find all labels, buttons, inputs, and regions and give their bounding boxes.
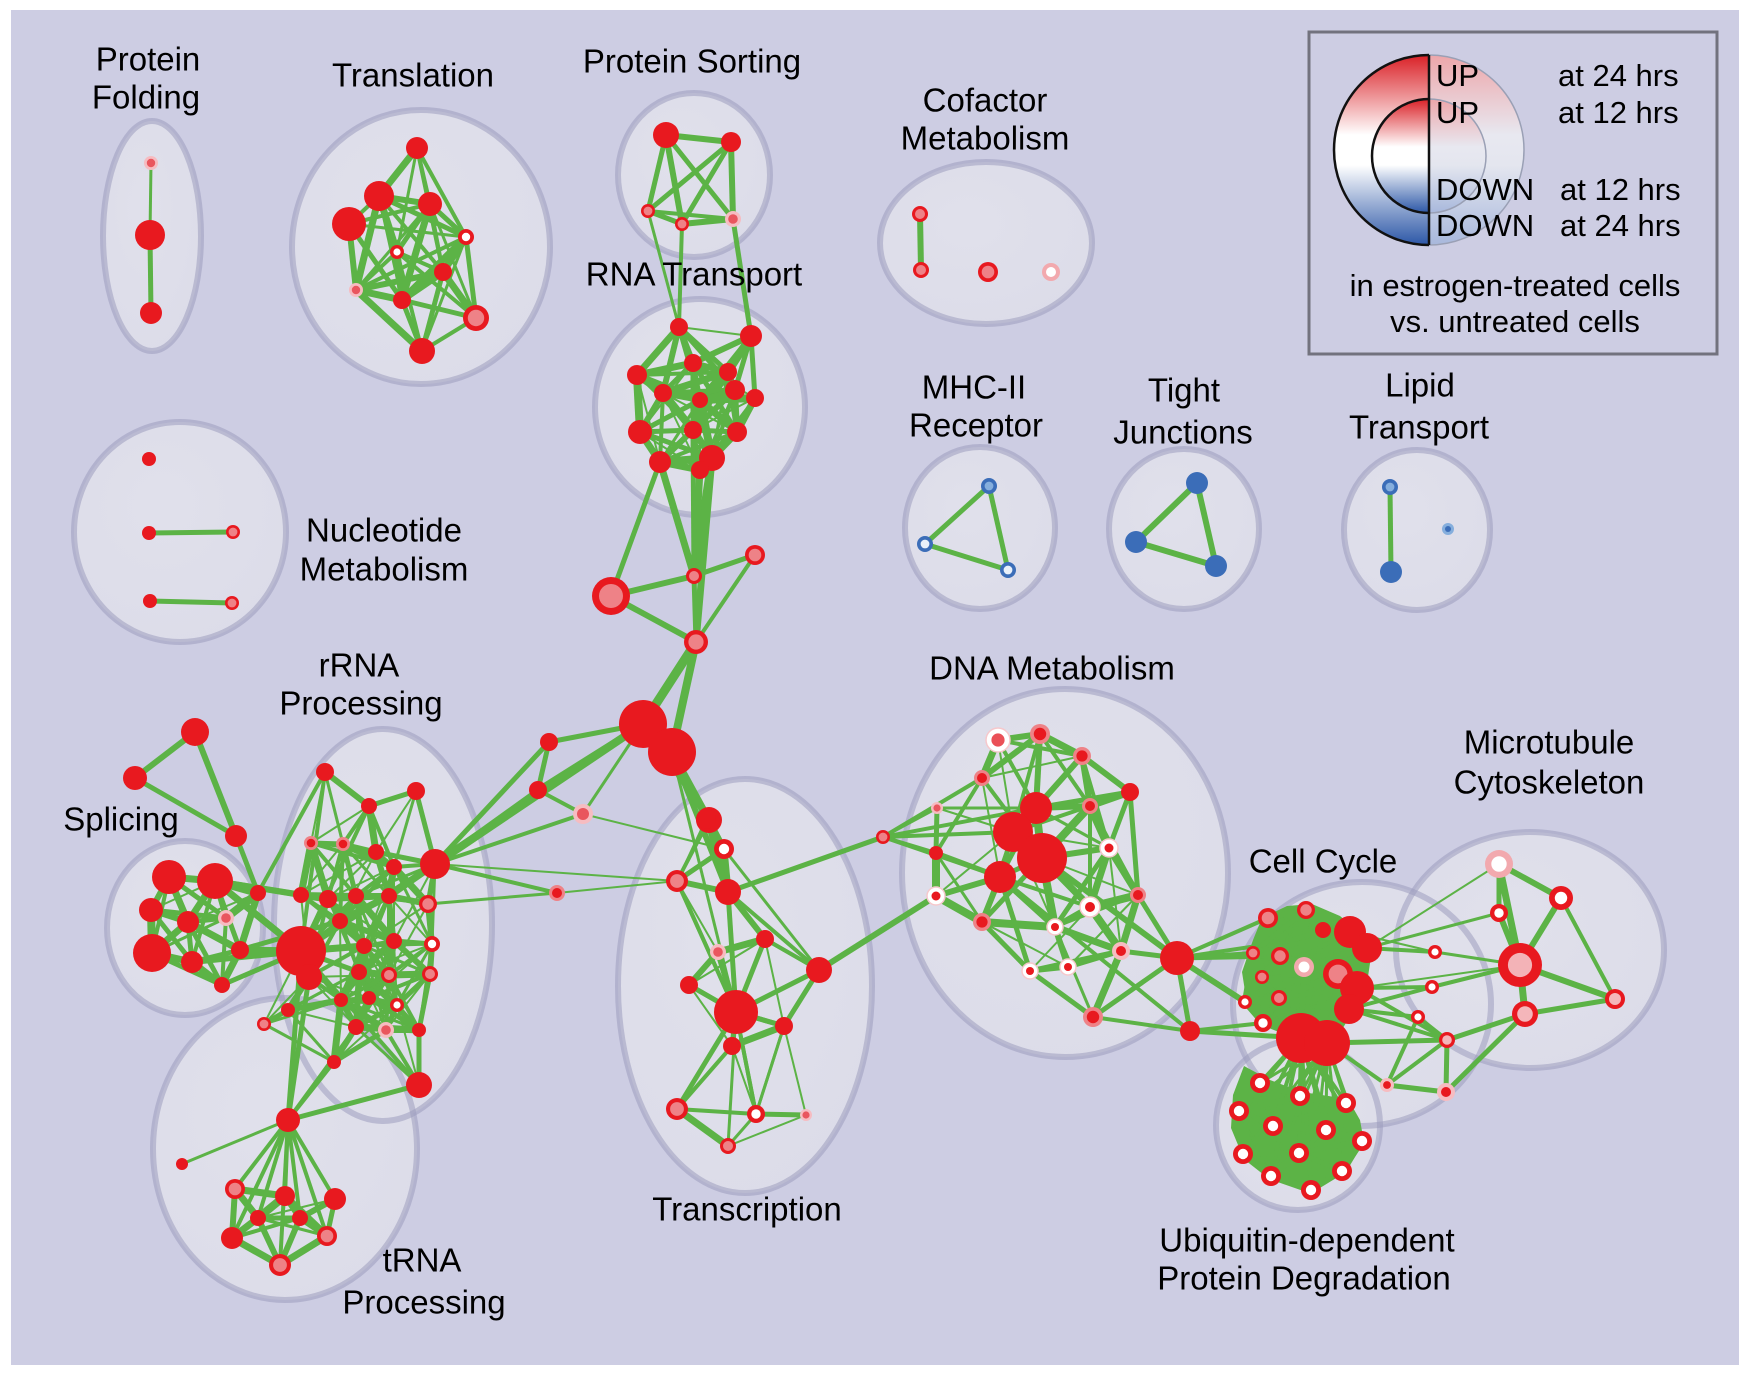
svg-text:Translation: Translation bbox=[332, 57, 494, 94]
svg-text:Cytoskeleton: Cytoskeleton bbox=[1454, 764, 1645, 801]
svg-text:Receptor: Receptor bbox=[909, 407, 1043, 444]
svg-text:DNA Metabolism: DNA Metabolism bbox=[929, 650, 1175, 687]
svg-text:MHC-II: MHC-II bbox=[922, 369, 1026, 406]
svg-text:at 24 hrs: at 24 hrs bbox=[1560, 208, 1681, 243]
svg-text:Microtubule: Microtubule bbox=[1464, 724, 1635, 761]
svg-text:in estrogen-treated cells: in estrogen-treated cells bbox=[1350, 268, 1681, 303]
svg-text:at 12 hrs: at 12 hrs bbox=[1558, 95, 1679, 130]
svg-text:Metabolism: Metabolism bbox=[901, 120, 1070, 157]
svg-text:Lipid: Lipid bbox=[1385, 367, 1455, 404]
svg-text:tRNA: tRNA bbox=[383, 1242, 462, 1279]
svg-text:Transport: Transport bbox=[1349, 409, 1489, 446]
svg-text:Cofactor: Cofactor bbox=[923, 82, 1048, 119]
svg-text:UP: UP bbox=[1436, 58, 1479, 93]
svg-text:at 24 hrs: at 24 hrs bbox=[1558, 58, 1679, 93]
svg-text:Protein Degradation: Protein Degradation bbox=[1157, 1260, 1451, 1297]
svg-text:Cell Cycle: Cell Cycle bbox=[1249, 843, 1398, 880]
svg-text:Folding: Folding bbox=[92, 79, 200, 116]
svg-text:UP: UP bbox=[1436, 95, 1479, 130]
svg-text:Junctions: Junctions bbox=[1113, 414, 1252, 451]
svg-text:RNA Transport: RNA Transport bbox=[586, 256, 802, 293]
svg-text:Splicing: Splicing bbox=[63, 801, 179, 838]
svg-text:rRNA: rRNA bbox=[319, 647, 400, 684]
svg-text:DOWN: DOWN bbox=[1436, 208, 1534, 243]
svg-text:Protein: Protein bbox=[96, 41, 201, 78]
svg-text:Tight: Tight bbox=[1148, 372, 1220, 409]
svg-text:Transcription: Transcription bbox=[652, 1191, 842, 1228]
svg-text:Processing: Processing bbox=[342, 1284, 505, 1321]
svg-text:DOWN: DOWN bbox=[1436, 172, 1534, 207]
svg-text:Processing: Processing bbox=[279, 685, 442, 722]
svg-text:at 12 hrs: at 12 hrs bbox=[1560, 172, 1681, 207]
svg-text:vs. untreated cells: vs. untreated cells bbox=[1390, 304, 1640, 339]
svg-text:Ubiquitin-dependent: Ubiquitin-dependent bbox=[1159, 1222, 1454, 1259]
svg-text:Nucleotide: Nucleotide bbox=[306, 512, 462, 549]
svg-text:Protein Sorting: Protein Sorting bbox=[583, 43, 801, 80]
svg-text:Metabolism: Metabolism bbox=[300, 551, 469, 588]
